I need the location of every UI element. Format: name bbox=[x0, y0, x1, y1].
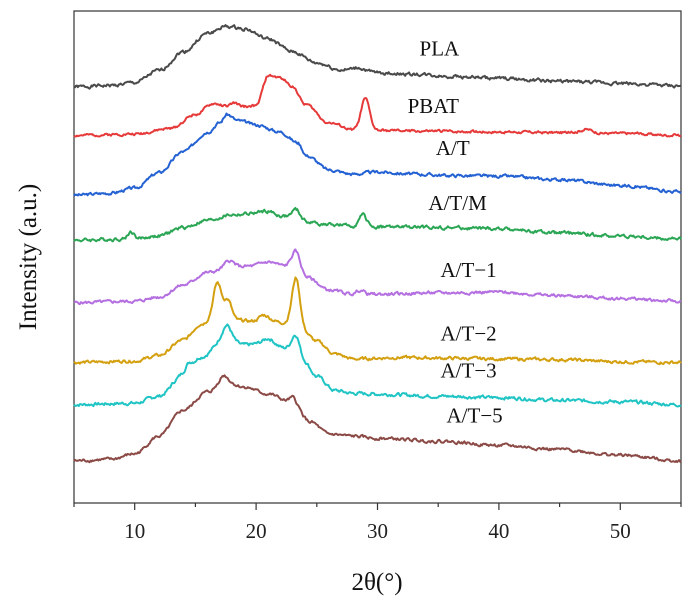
legend-labels: PLA PBAT A/T A/T/M A/T−1 A/T−2 A/T−3 A/T−5 bbox=[408, 37, 503, 428]
series-line-a-t-3 bbox=[73, 323, 682, 408]
series-line-pbat bbox=[73, 73, 682, 138]
series-line-a-t-2 bbox=[73, 276, 682, 366]
x-tick-label: 50 bbox=[610, 519, 631, 543]
x-tick-label: 10 bbox=[124, 519, 145, 543]
series-layer bbox=[73, 24, 682, 464]
series-label-a-t-m: A/T/M bbox=[428, 191, 487, 215]
x-tick-label: 40 bbox=[488, 519, 509, 543]
x-axis-ticks: 10 20 30 40 50 bbox=[73, 503, 682, 543]
series-label-a-t: A/T bbox=[436, 136, 470, 160]
series-label-pla: PLA bbox=[420, 37, 461, 61]
series-label-a-t-3: A/T−3 bbox=[441, 359, 497, 383]
series-line-a-t-5 bbox=[73, 374, 682, 464]
series-line-a-t bbox=[73, 112, 682, 197]
x-tick-label: 30 bbox=[367, 519, 388, 543]
series-line-a-t-1 bbox=[73, 248, 682, 306]
series-line-pla bbox=[73, 24, 682, 90]
series-line-a-t-m bbox=[73, 206, 682, 243]
y-axis-title: Intensity (a.u.) bbox=[15, 184, 42, 330]
series-label-a-t-5: A/T−5 bbox=[447, 404, 503, 428]
x-tick-label: 20 bbox=[246, 519, 267, 543]
x-axis-title: 2θ(°) bbox=[351, 569, 402, 596]
series-label-a-t-1: A/T−1 bbox=[441, 258, 497, 282]
series-label-a-t-2: A/T−2 bbox=[441, 322, 497, 346]
series-label-pbat: PBAT bbox=[408, 94, 460, 118]
